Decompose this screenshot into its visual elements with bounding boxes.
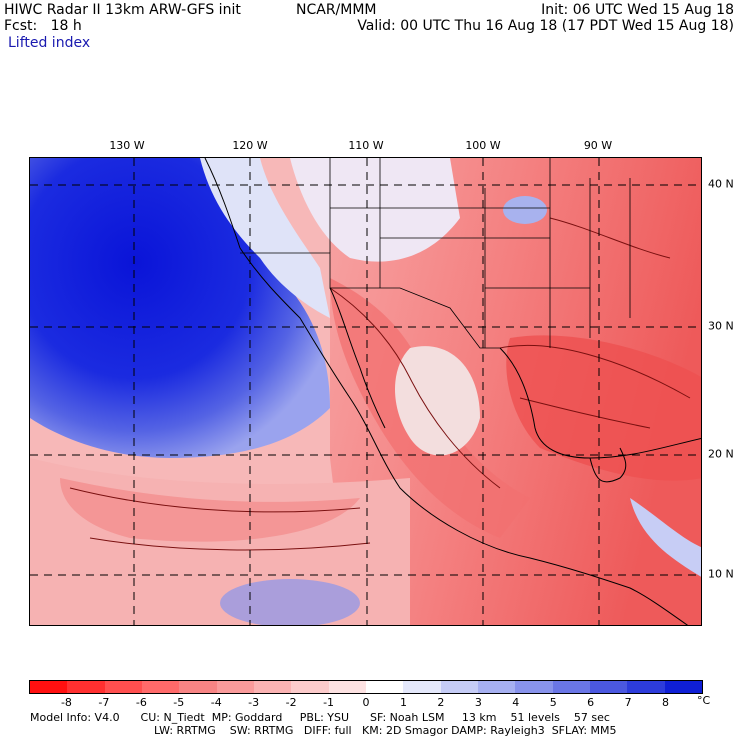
colorbar-tick-label: 7 <box>624 696 632 709</box>
lon-label-100w: 100 W <box>465 139 501 152</box>
colorbar-swatch <box>67 681 105 693</box>
colorbar-tick-label: 1 <box>399 696 407 709</box>
map-title: HIWC Radar II 13km ARW-GFS init <box>4 2 241 18</box>
colorbar-tick-label: -8 <box>60 696 72 709</box>
contour-lines <box>69 217 691 551</box>
colorbar-swatch <box>291 681 329 693</box>
lifted-index-map <box>29 157 702 626</box>
colorbar-tick-label: 6 <box>587 696 595 709</box>
colorbar-tick-label: -4 <box>210 696 222 709</box>
lon-label-130w: 130 W <box>109 139 145 152</box>
colorbar-tick-label: 0 <box>362 696 370 709</box>
colorbar-unit: °C <box>697 694 711 707</box>
field-name: Lifted index <box>8 35 91 51</box>
lat-label-30n: 30 N <box>708 319 734 333</box>
colorbar-swatch <box>403 681 441 693</box>
colorbar-tick-label: 4 <box>512 696 520 709</box>
colorbar-swatch <box>30 681 68 693</box>
organization-label: NCAR/MMM <box>296 2 377 18</box>
colorbar-swatch <box>253 681 292 693</box>
lon-label-120w: 120 W <box>232 139 268 152</box>
init-time: Init: 06 UTC Wed 15 Aug 18 <box>541 2 734 18</box>
model-info-line1: Model Info: V4.0 CU: N_Tiedt MP: Goddard… <box>30 711 610 724</box>
colorbar-swatch <box>627 681 665 693</box>
lat-label-40n: 40 N <box>708 177 734 191</box>
colorbar-tick-label: -6 <box>135 696 147 709</box>
model-info-line2: LW: RRTMG SW: RRTMG DIFF: full KM: 2D Sm… <box>154 724 617 737</box>
colorbar-tick-label: 3 <box>474 696 482 709</box>
map-canvas <box>30 158 701 625</box>
colorbar-tick-label: -1 <box>323 696 335 709</box>
colorbar-swatch <box>552 681 590 693</box>
colorbar-swatch <box>141 681 180 693</box>
interior-west-patch <box>290 158 460 262</box>
colorbar-swatch <box>440 681 478 693</box>
forecast-hour: Fcst: 18 h <box>4 18 82 34</box>
lat-label-10n: 10 N <box>708 567 734 581</box>
southern-blue-patch <box>220 579 360 625</box>
colorbar-swatch <box>477 681 516 693</box>
political-borders <box>240 158 631 349</box>
colorbar-tick-label: -2 <box>285 696 297 709</box>
colorbar-swatch <box>589 681 628 693</box>
colorbar-swatch <box>515 681 553 693</box>
colorbar-tick-label: -3 <box>248 696 260 709</box>
plains-blue-spot <box>503 196 547 224</box>
colorbar-swatch <box>216 681 254 693</box>
lon-label-90w: 90 W <box>583 139 613 152</box>
colorbar-tick-label: 5 <box>549 696 557 709</box>
positive-li-region <box>30 158 330 458</box>
colorbar <box>29 680 703 694</box>
graticule <box>30 158 701 625</box>
colorbar-swatch <box>104 681 142 693</box>
lon-label-110w: 110 W <box>348 139 384 152</box>
colorbar-tick-label: 2 <box>437 696 445 709</box>
valid-time: Valid: 00 UTC Thu 16 Aug 18 (17 PDT Wed … <box>357 18 734 34</box>
colorbar-tick-label: -5 <box>173 696 185 709</box>
colorbar-swatch <box>179 681 217 693</box>
colorbar-swatch <box>365 681 404 693</box>
colorbar-swatch <box>664 681 702 693</box>
coastal-transition <box>200 158 330 318</box>
colorbar-tick-label: -7 <box>98 696 110 709</box>
colorbar-tick-label: 8 <box>662 696 670 709</box>
gulf-instability <box>506 335 701 481</box>
caribbean-blue-patch <box>630 498 701 577</box>
colorbar-swatch <box>328 681 366 693</box>
plateau-patch <box>395 346 480 456</box>
lat-label-20n: 20 N <box>708 447 734 461</box>
